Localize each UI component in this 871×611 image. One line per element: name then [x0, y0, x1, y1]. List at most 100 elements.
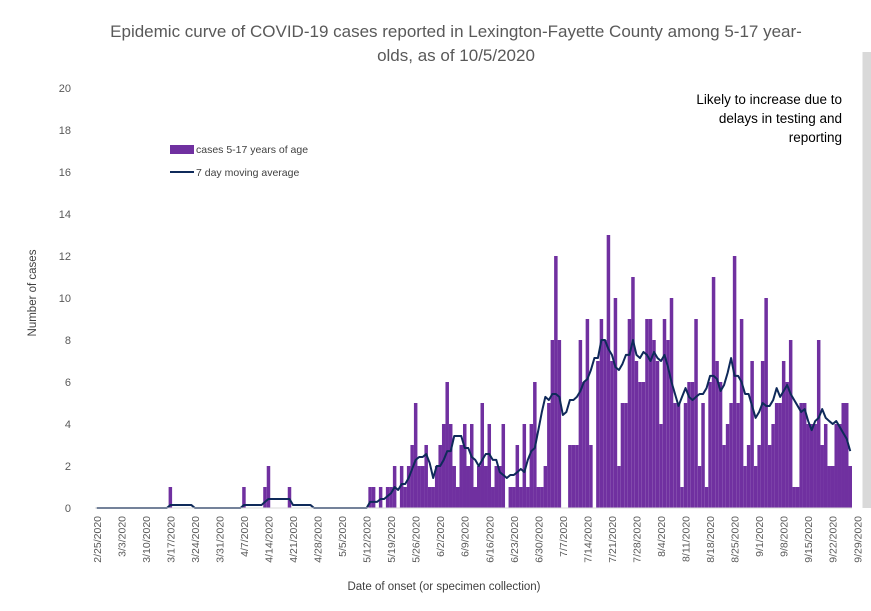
x-tick-3-17-2020: 3/17/2020: [165, 516, 177, 563]
y-tick-12: 12: [59, 251, 71, 263]
y-tick-2: 2: [65, 461, 71, 473]
bar-day-157: [645, 319, 649, 508]
bar-day-205: [813, 424, 817, 508]
y-tick-18: 18: [59, 125, 71, 137]
bar-day-184: [739, 319, 744, 508]
bar-day-144: [599, 319, 604, 508]
bar-day-141: [589, 445, 593, 508]
x-tick-6-30-2020: 6/30/2020: [533, 516, 545, 563]
bar-day-145: [603, 340, 607, 508]
y-tick-14: 14: [59, 209, 71, 221]
bar-day-164: [669, 298, 674, 508]
bar-day-202: [802, 403, 807, 508]
bar-day-212: [837, 424, 842, 508]
bar-day-192: [767, 445, 772, 508]
bar-day-119: [512, 487, 516, 508]
x-tick-2-25-2020: 2/25/2020: [92, 516, 104, 563]
x-tick-labels: 2/25/2020 3/3/2020 3/10/2020 3/17/2020 3/24/…: [92, 516, 865, 563]
chart-title-line-1: Epidemic curve of COVID-19 cases reporte…: [110, 22, 802, 41]
bar-day-122: [522, 424, 527, 508]
bar-day-158: [648, 319, 653, 508]
y-tick-16: 16: [59, 167, 71, 179]
x-tick-5-19-2020: 5/19/2020: [386, 516, 398, 563]
bar-day-152: [627, 319, 632, 508]
bar-day-136: [571, 445, 576, 508]
bar-day-114: [494, 466, 499, 508]
x-tick-8-25-2020: 8/25/2020: [730, 516, 742, 563]
bar-day-173: [701, 403, 705, 508]
bar-day-201: [799, 403, 803, 508]
bar-day-100: [445, 382, 449, 508]
y-tick-20: 20: [59, 83, 71, 95]
y-tick-6: 6: [65, 377, 71, 389]
bar-day-92: [417, 466, 421, 508]
chart-title-line-2: olds, as of 10/5/2020: [377, 46, 535, 65]
annotation-line-3: reporting: [789, 130, 842, 145]
x-tick-8-18-2020: 8/18/2020: [705, 516, 717, 563]
annotation-line-1: Likely to increase due to: [696, 92, 842, 107]
bar-day-165: [673, 403, 677, 508]
x-tick-4-14-2020: 4/14/2020: [263, 516, 275, 563]
bars-layer: [168, 235, 852, 508]
bar-day-214: [844, 403, 849, 508]
y-axis-label: Number of cases: [27, 249, 39, 336]
bar-day-169: [687, 382, 691, 508]
bar-day-127: [540, 487, 544, 508]
legend: cases 5-17 years of age 7 day moving ave…: [170, 144, 308, 179]
bar-day-126: [536, 487, 541, 508]
x-tick-3-31-2020: 3/31/2020: [214, 516, 226, 563]
bar-day-175: [708, 382, 712, 508]
bar-day-171: [694, 319, 698, 508]
bar-day-48: [263, 487, 267, 508]
bar-day-170: [690, 382, 695, 508]
bar-day-78: [368, 487, 372, 508]
bar-day-139: [582, 382, 586, 508]
x-tick-7-7-2020: 7/7/2020: [558, 516, 570, 557]
y-tick-8: 8: [65, 335, 71, 347]
bar-day-209: [827, 466, 831, 508]
bar-day-91: [413, 403, 418, 508]
bar-day-111: [484, 466, 488, 508]
x-tick-3-3-2020: 3/3/2020: [116, 516, 128, 557]
x-tick-8-4-2020: 8/4/2020: [656, 516, 668, 557]
bar-day-107: [470, 424, 474, 508]
bar-day-188: [753, 466, 758, 508]
bar-day-167: [680, 487, 684, 508]
x-tick-5-12-2020: 5/12/2020: [362, 516, 374, 563]
x-tick-5-26-2020: 5/26/2020: [411, 516, 423, 563]
bar-day-147: [610, 361, 614, 508]
x-tick-8-11-2020: 8/11/2020: [681, 516, 693, 562]
bar-day-130: [550, 340, 555, 508]
bar-day-106: [466, 466, 470, 508]
y-tick-labels: 0 2 4 6 8 10 12 14 16 18 20: [59, 83, 71, 515]
bar-day-55: [287, 487, 292, 508]
x-tick-9-22-2020: 9/22/2020: [828, 516, 840, 563]
bar-day-153: [631, 277, 635, 508]
bar-day-186: [746, 445, 751, 508]
bar-day-94: [424, 445, 428, 508]
bar-day-204: [809, 424, 814, 508]
x-tick-9-15-2020: 9/15/2020: [803, 516, 815, 563]
bar-day-140: [585, 319, 590, 508]
bar-day-83: [385, 487, 390, 508]
bar-day-21: [168, 487, 173, 508]
bar-day-109: [477, 466, 481, 508]
bar-day-177: [715, 361, 719, 508]
bar-day-206: [816, 340, 821, 508]
bar-day-189: [757, 445, 761, 508]
x-tick-6-23-2020: 6/23/2020: [509, 516, 521, 563]
x-tick-6-9-2020: 6/9/2020: [460, 516, 472, 557]
bar-day-182: [732, 256, 737, 508]
bar-day-210: [830, 466, 835, 508]
bar-day-128: [543, 466, 548, 508]
bar-day-108: [473, 487, 477, 508]
bar-day-124: [529, 424, 534, 508]
x-tick-4-21-2020: 4/21/2020: [288, 516, 300, 563]
bar-day-211: [834, 424, 838, 508]
bar-day-196: [781, 361, 786, 508]
bar-day-115: [498, 466, 502, 508]
bar-day-200: [795, 487, 800, 508]
bar-day-97: [434, 466, 439, 508]
bar-day-160: [655, 361, 660, 508]
bar-day-87: [399, 466, 404, 508]
